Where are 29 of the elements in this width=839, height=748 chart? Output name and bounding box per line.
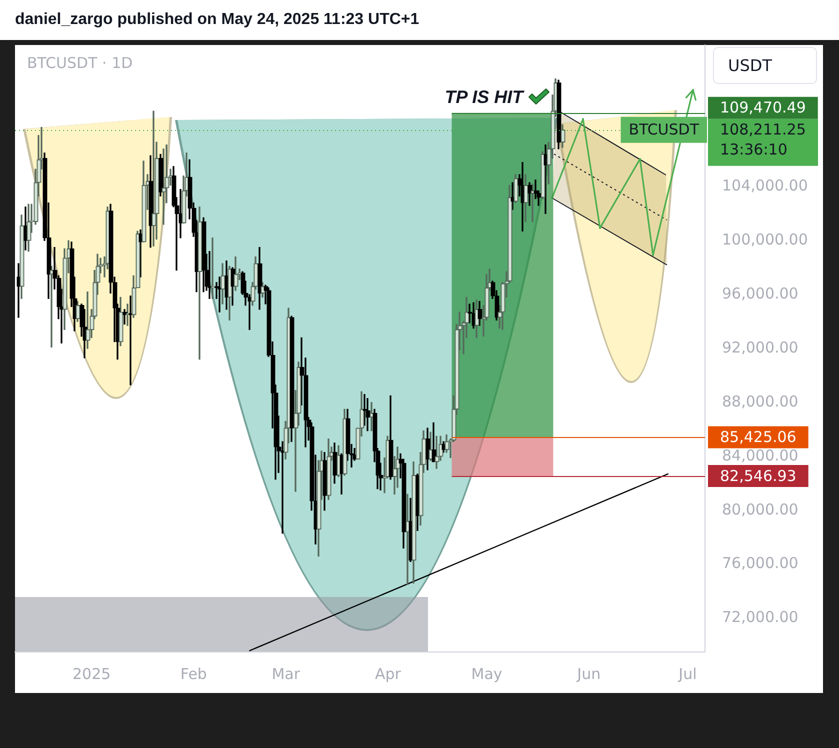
x-tick-label: May: [471, 664, 502, 683]
ref-line-label: 82,546.93: [720, 466, 796, 485]
y-tick-label: 88,000.00: [722, 392, 798, 410]
y-axis-title: USDT: [713, 47, 817, 84]
y-tick-label: 72,000.00: [722, 608, 798, 626]
candlestick: [366, 398, 370, 432]
text: BTCUSDT · 1D: [27, 54, 133, 72]
x-tick-label: Feb: [180, 664, 207, 683]
x-tick-label: 2025: [72, 664, 111, 683]
x-tick-label: Jul: [678, 664, 697, 683]
text: BTCUSDT: [628, 120, 700, 139]
candlestick: [86, 292, 90, 349]
y-tick-label: 100,000.00: [722, 230, 808, 248]
candlestick: [218, 276, 222, 312]
ref-line-label: 85,425.06: [720, 428, 796, 446]
x-tick-label: Jun: [576, 664, 601, 683]
y-tick-label: 84,000.00: [722, 446, 798, 464]
ref-line-label: 108,211.25: [720, 120, 806, 139]
text: daniel_zargo published on May 24, 2025 11:23 UTC+1: [15, 11, 420, 29]
text: 13:36:10: [720, 140, 788, 159]
y-tick-label: 80,000.00: [722, 500, 798, 518]
ref-line-label: 109,470.49: [720, 98, 806, 117]
x-tick-label: Mar: [272, 664, 301, 683]
x-tick-label: Apr: [375, 664, 402, 683]
y-tick-label: 104,000.00: [722, 176, 808, 195]
y-tick-label: 92,000.00: [722, 338, 798, 356]
y-tick-label: 76,000.00: [722, 554, 798, 572]
y-tick-label: 96,000.00: [722, 284, 798, 302]
annotation: TP IS HIT: [444, 86, 526, 107]
